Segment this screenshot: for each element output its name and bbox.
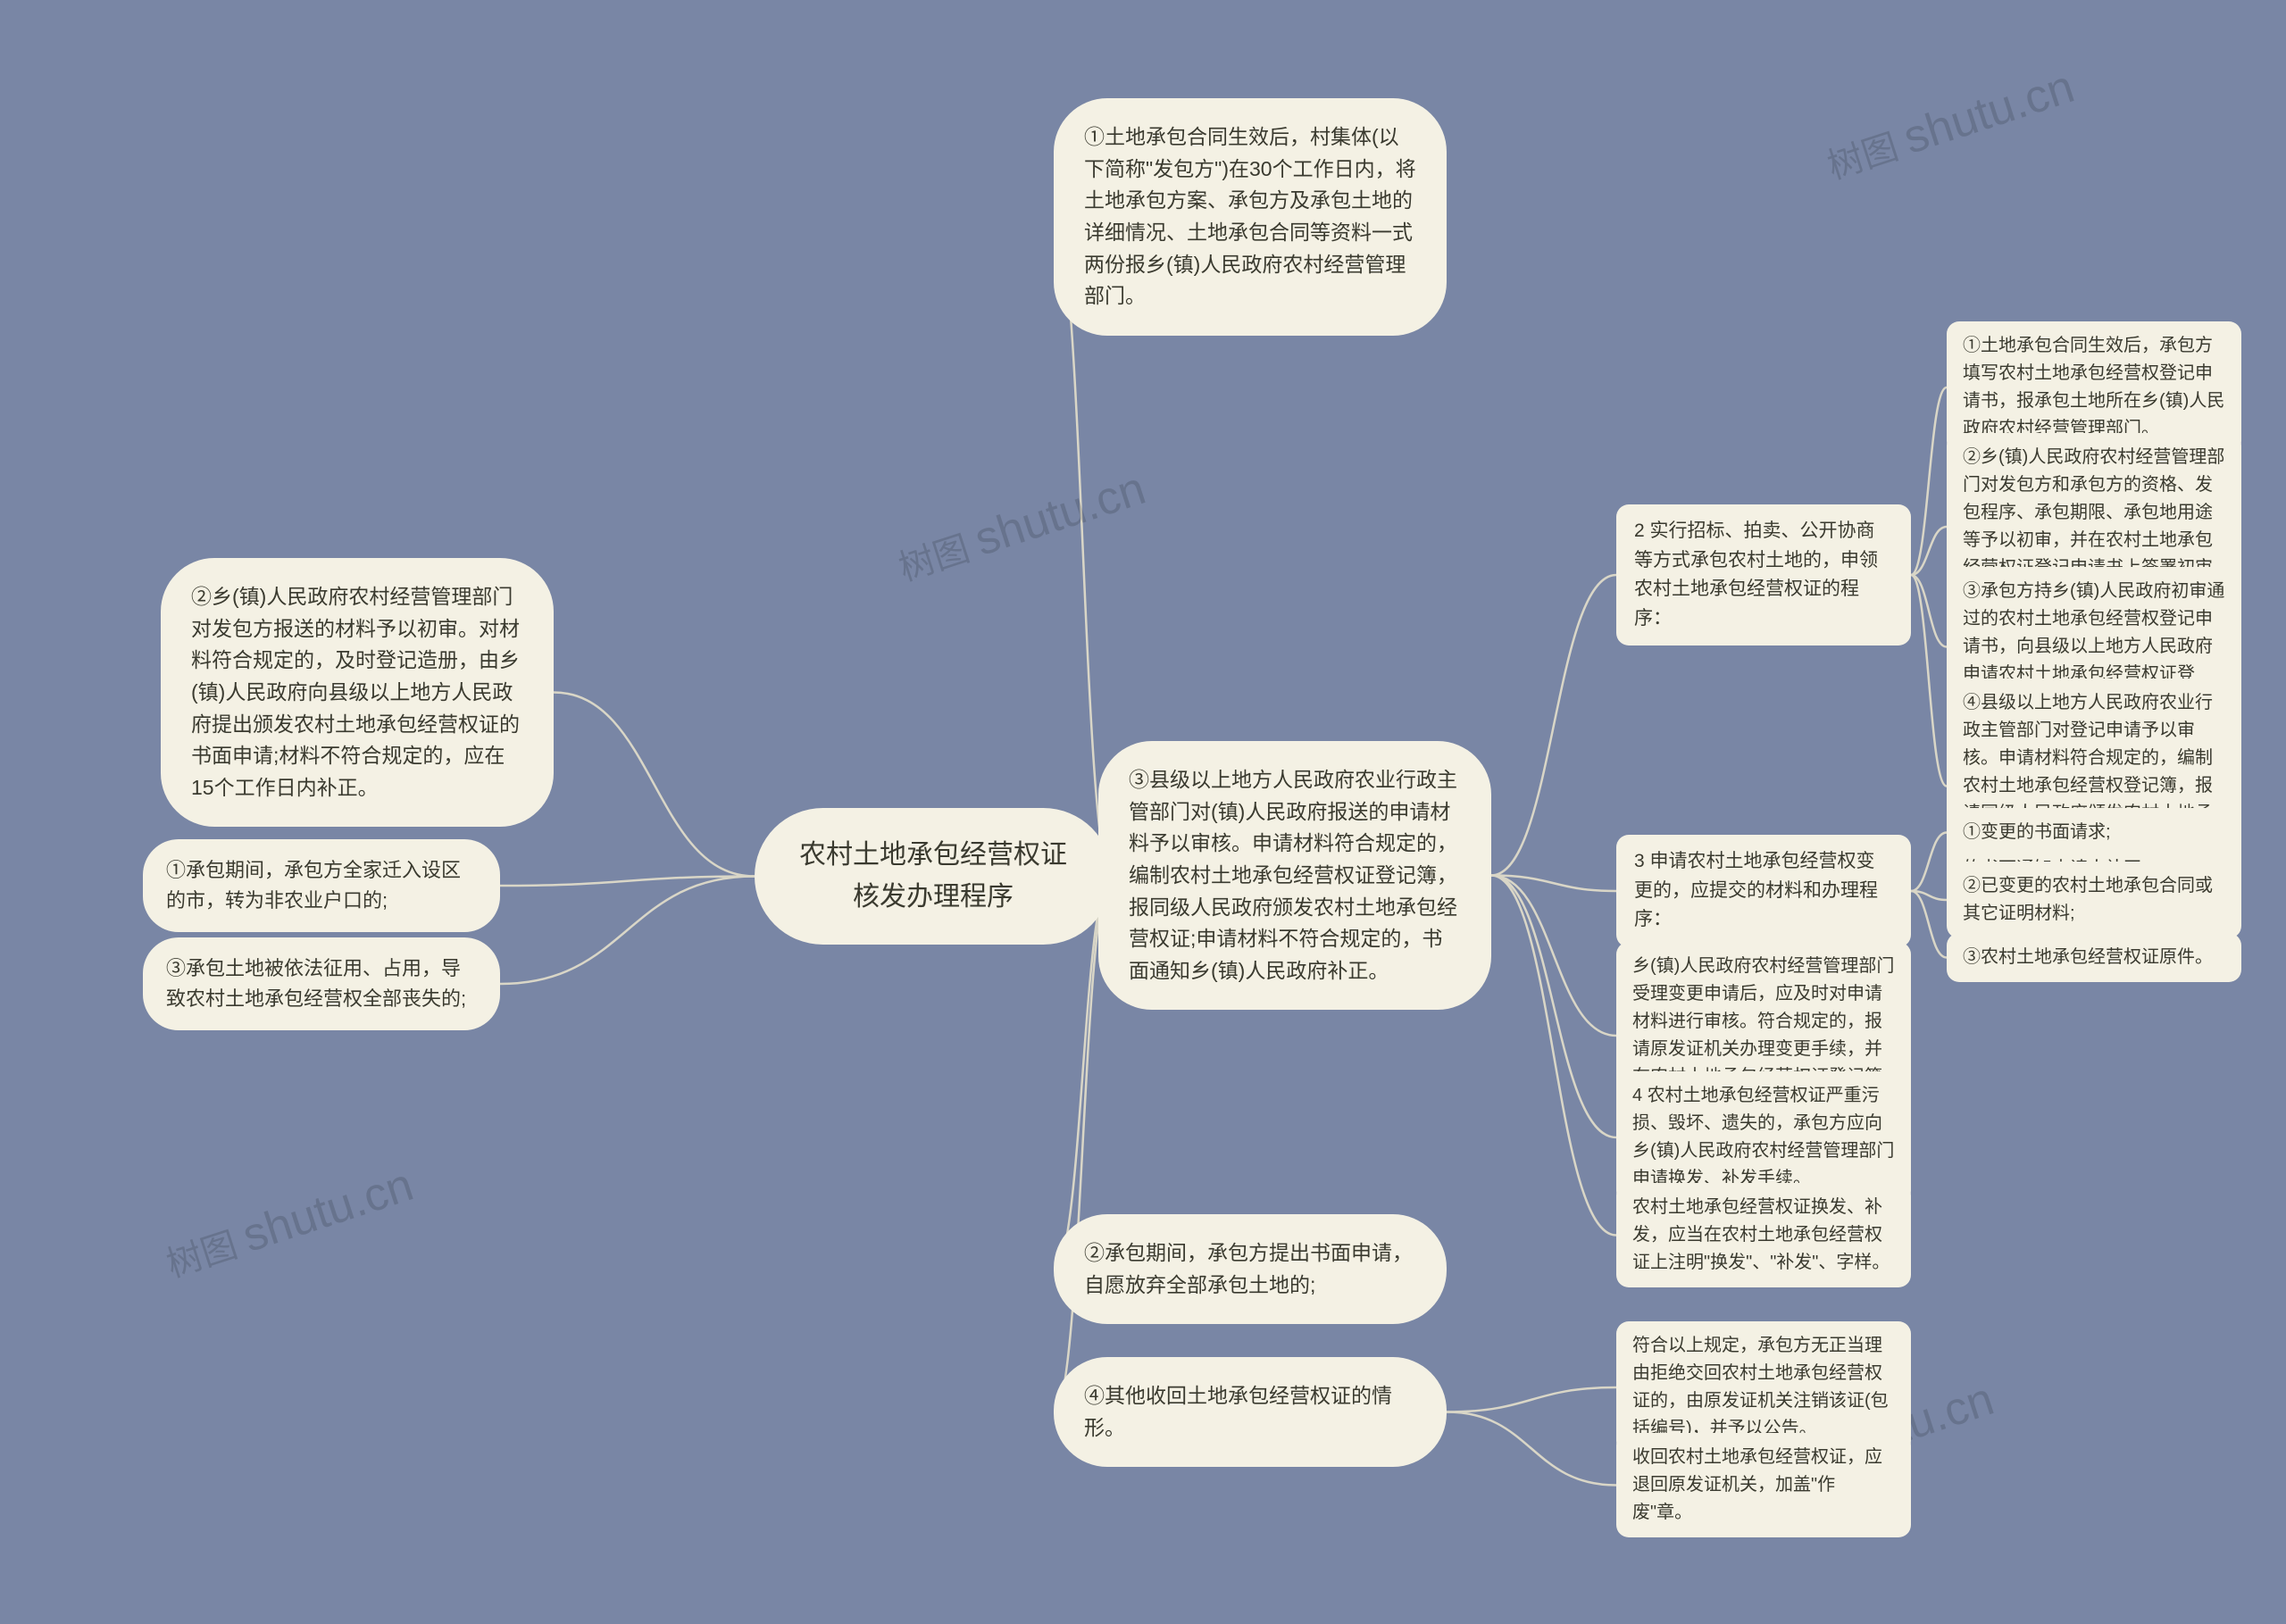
node-text: ③承包土地被依法征用、占用，导致农村土地承包经营权全部丧失的; (166, 957, 466, 1010)
group2-title: 2 实行招标、拍卖、公开协商等方式承包农村土地的，申领农村土地承包经营权证的程序… (1616, 504, 1911, 645)
node-text: 2 实行招标、拍卖、公开协商等方式承包农村土地的，申领农村土地承包经营权证的程序… (1634, 521, 1878, 629)
node-qijian: ②承包期间，承包方提出书面申请，自愿放弃全部承包土地的; (1054, 1214, 1447, 1324)
node-text: ②承包期间，承包方提出书面申请，自愿放弃全部承包土地的; (1084, 1241, 1413, 1296)
node-text: 符合以上规定，承包方无正当理由拒绝交回农村土地承包经营权证的，由原发证机关注销该… (1632, 1336, 1889, 1438)
node-text: 收回农村土地承包经营权证，应退回原发证机关，加盖"作废"章。 (1632, 1447, 1882, 1522)
root-label: 农村土地承包经营权证核发办理程序 (799, 840, 1067, 912)
node-text: ④其他收回土地承包经营权证的情形。 (1084, 1384, 1392, 1439)
node-step2: ②乡(镇)人民政府农村经营管理部门对发包方报送的材料予以初审。对材料符合规定的，… (161, 558, 554, 827)
node-left-s1: ①承包期间，承包方全家迁入设区的市，转为非农业户口的; (143, 839, 500, 932)
node-step1: ①土地承包合同生效后，村集体(以下简称"发包方")在30个工作日内，将土地承包方… (1054, 98, 1447, 336)
group4-item-b: 收回农村土地承包经营权证，应退回原发证机关，加盖"作废"章。 (1616, 1433, 1911, 1537)
node-other: ④其他收回土地承包经营权证的情形。 (1054, 1357, 1447, 1467)
node-text: ①承包期间，承包方全家迁入设区的市，转为非农业户口的; (166, 859, 461, 912)
watermark: 树图 shutu.cn (159, 1158, 420, 1288)
root-node: 农村土地承包经营权证核发办理程序 (755, 808, 1112, 945)
node-text: 3 申请农村土地承包经营权变更的，应提交的材料和办理程序： (1634, 851, 1878, 929)
node-text: ①土地承包合同生效后，承包方填写农村土地承包经营权登记申请书，报承包土地所在乡(… (1963, 336, 2224, 438)
node-text: ①变更的书面请求; (1963, 822, 2111, 842)
node-text: ①土地承包合同生效后，村集体(以下简称"发包方")在30个工作日内，将土地承包方… (1084, 125, 1416, 307)
node-text: ③县级以上地方人民政府农业行政主管部门对(镇)人民政府报送的申请材料予以审核。申… (1129, 768, 1457, 982)
group3-item-b: ②已变更的农村土地承包合同或其它证明材料; (1947, 862, 2241, 938)
node-text: ③农村土地承包经营权证原件。 (1963, 947, 2213, 967)
group3-item-a: ①变更的书面请求; (1947, 808, 2241, 857)
node-text: ②已变更的农村土地承包合同或其它证明材料; (1963, 876, 2213, 923)
node-text: ②乡(镇)人民政府农村经营管理部门对发包方报送的材料予以初审。对材料符合规定的，… (191, 585, 520, 799)
node-left-s3: ③承包土地被依法征用、占用，导致农村土地承包经营权全部丧失的; (143, 937, 500, 1030)
watermark: 树图 shutu.cn (1820, 60, 2081, 190)
node-text: 4 农村土地承包经营权证严重污损、毁坏、遗失的，承包方应向乡(镇)人民政府农村经… (1632, 1086, 1894, 1188)
group3-title: 3 申请农村土地承包经营权变更的，应提交的材料和办理程序： (1616, 835, 1911, 947)
group3-item-c: ③农村土地承包经营权证原件。 (1947, 933, 2241, 982)
node-step3: ③县级以上地方人民政府农业行政主管部门对(镇)人民政府报送的申请材料予以审核。申… (1098, 741, 1491, 1010)
node-text: 农村土地承包经营权证换发、补发，应当在农村土地承包经营权证上注明"换发"、"补发… (1632, 1197, 1890, 1272)
extra-3: 农村土地承包经营权证换发、补发，应当在农村土地承包经营权证上注明"换发"、"补发… (1616, 1183, 1911, 1287)
watermark: 树图 shutu.cn (891, 462, 1152, 592)
